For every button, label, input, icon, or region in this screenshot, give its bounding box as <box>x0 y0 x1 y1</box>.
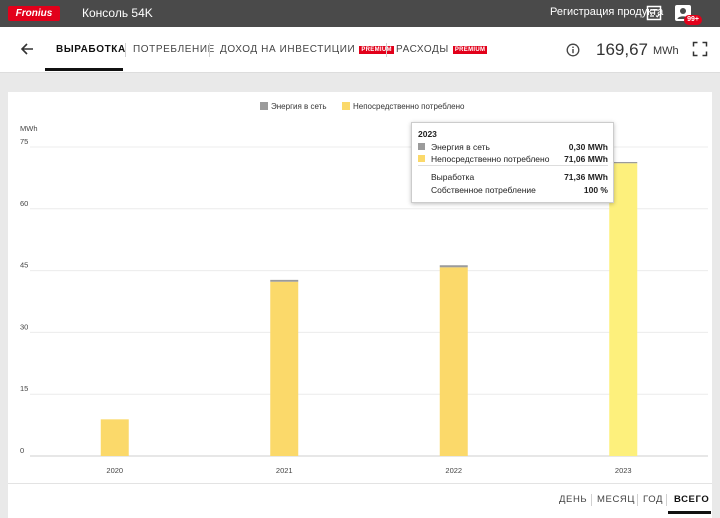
bar-2022-self-consumed <box>439 267 468 456</box>
x-tick-label: 2020 <box>106 466 123 475</box>
tab-expenses-label: РАСХОДЫ <box>396 44 449 55</box>
production-chart-card: Энергия в сеть Непосредственно потреблен… <box>8 92 712 514</box>
fullscreen-icon[interactable] <box>692 41 708 57</box>
legend-item-self-consumed[interactable]: Непосредственно потреблено <box>342 102 464 111</box>
active-range-indicator <box>668 511 711 514</box>
range-separator <box>666 494 667 506</box>
tab-expenses[interactable]: РАСХОДЫ PREMIUM <box>396 44 488 55</box>
notifications-badge[interactable]: 99+ <box>684 15 702 25</box>
active-tab-indicator <box>45 68 123 71</box>
product-registration-link[interactable]: Регистрация продукта <box>550 6 664 18</box>
tooltip-value: 100 % <box>583 185 608 195</box>
info-icon[interactable] <box>566 43 580 57</box>
chart-tooltip: 2023 Энергия в сеть 0,30 MWh Непосредств… <box>411 122 614 203</box>
y-axis-unit-label: MWh <box>20 124 38 133</box>
tab-consumption[interactable]: ПОТРЕБЛЕНИЕ <box>133 44 215 55</box>
range-tab-all[interactable]: ВСЕГО <box>674 494 710 505</box>
legend-label: Непосредственно потреблено <box>353 102 465 111</box>
y-tick-label: 45 <box>20 261 28 270</box>
tab-roi[interactable]: ДОХОД НА ИНВЕСТИЦИИ PREMIUM <box>220 44 394 55</box>
x-tick-label: 2023 <box>615 466 632 475</box>
back-arrow-icon[interactable] <box>18 39 36 59</box>
tooltip-label: Выработка <box>431 172 475 182</box>
y-tick-label: 60 <box>20 199 28 208</box>
tooltip-label: Непосредственно потреблено <box>431 154 550 164</box>
fronius-logo[interactable]: Fronius <box>8 6 60 21</box>
tooltip-value: 71,06 MWh <box>564 154 608 164</box>
range-tab-day[interactable]: ДЕНЬ <box>559 494 588 505</box>
tooltip-year: 2023 <box>418 129 437 139</box>
total-production-value: 169,67 <box>596 40 648 59</box>
premium-badge: PREMIUM <box>359 46 394 54</box>
tooltip-label: Энергия в сеть <box>431 142 490 152</box>
y-tick-label: 75 <box>20 137 28 146</box>
production-bar-chart: MWh 0 15 30 45 60 75 2020 2021 2022 2023 <box>20 124 708 475</box>
range-tab-year[interactable]: ГОД <box>643 494 664 505</box>
tab-production[interactable]: ВЫРАБОТКА <box>56 44 126 55</box>
bar-2023-grid-feed <box>609 161 638 164</box>
bar-2020-self-consumed <box>100 419 129 456</box>
bar-2021-self-consumed <box>270 281 299 456</box>
range-separator <box>637 494 638 506</box>
bar-2023-self-consumed <box>609 163 638 457</box>
legend-item-grid-feed[interactable]: Энергия в сеть <box>260 102 327 111</box>
tooltip-swatch <box>418 143 425 150</box>
total-production-unit: MWh <box>653 45 679 57</box>
navigation-bar: ВЫРАБОТКА ПОТРЕБЛЕНИЕ ДОХОД НА ИНВЕСТИЦИ… <box>0 27 720 73</box>
tooltip-value: 71,36 MWh <box>564 172 608 182</box>
y-tick-label: 15 <box>20 384 28 393</box>
top-bar: Fronius Консоль 54K Регистрация продукта… <box>0 0 720 27</box>
x-tick-label: 2021 <box>276 466 293 475</box>
tooltip-divider <box>418 165 608 166</box>
y-tick-label: 30 <box>20 322 28 331</box>
registration-form-icon[interactable] <box>646 5 662 21</box>
tooltip-value: 0,30 MWh <box>568 142 608 152</box>
system-title: Консоль 54K <box>82 6 153 20</box>
tab-roi-label: ДОХОД НА ИНВЕСТИЦИИ <box>220 44 356 55</box>
legend-swatch <box>342 102 350 110</box>
range-separator <box>591 494 592 506</box>
legend-swatch <box>260 102 268 110</box>
tooltip-label: Собственное потребление <box>431 185 536 195</box>
tab-separator <box>125 43 126 57</box>
premium-badge: PREMIUM <box>452 46 488 54</box>
bar-2021-grid-feed <box>270 279 299 282</box>
x-tick-label: 2022 <box>445 466 462 475</box>
tab-separator <box>209 43 210 57</box>
y-tick-label: 0 <box>20 446 24 455</box>
bar-2022-grid-feed <box>439 265 468 268</box>
time-range-tabs: ДЕНЬ МЕСЯЦ ГОД ВСЕГО <box>8 483 712 518</box>
tooltip-swatch <box>418 155 425 162</box>
legend-label: Энергия в сеть <box>271 102 327 111</box>
tab-separator <box>386 43 387 57</box>
range-tab-month[interactable]: МЕСЯЦ <box>597 494 635 505</box>
